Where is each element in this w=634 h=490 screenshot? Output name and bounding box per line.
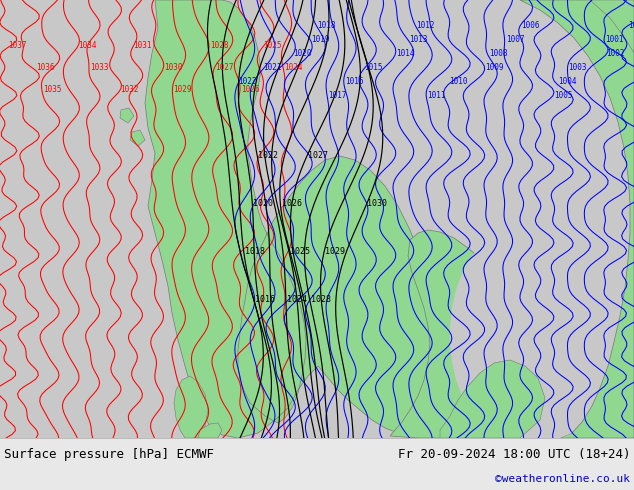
Polygon shape (390, 230, 520, 438)
Polygon shape (250, 233, 572, 438)
Text: 1019: 1019 (311, 34, 330, 44)
Text: 1024: 1024 (287, 294, 307, 303)
Polygon shape (130, 130, 145, 146)
Text: 1027: 1027 (308, 150, 328, 160)
Text: 1030: 1030 (164, 63, 182, 72)
Text: 1029: 1029 (174, 84, 192, 94)
Text: 1012: 1012 (417, 21, 435, 29)
Text: 1000: 1000 (628, 21, 634, 29)
Text: 1015: 1015 (364, 63, 382, 72)
Text: 1033: 1033 (90, 63, 108, 72)
Text: 1020: 1020 (254, 198, 273, 207)
Text: 1032: 1032 (120, 84, 138, 94)
Text: 1036: 1036 (36, 63, 55, 72)
Polygon shape (174, 376, 208, 438)
Text: 1013: 1013 (410, 34, 428, 44)
Text: 1011: 1011 (427, 91, 446, 99)
Text: 1007: 1007 (506, 34, 524, 44)
Text: 1030: 1030 (367, 198, 387, 207)
Text: 1027: 1027 (215, 63, 233, 72)
Text: 1016: 1016 (255, 294, 275, 303)
Text: 1004: 1004 (559, 76, 577, 85)
Text: 1001: 1001 (605, 34, 623, 44)
Text: ©weatheronline.co.uk: ©weatheronline.co.uk (495, 473, 630, 484)
Text: 1022: 1022 (258, 150, 278, 160)
Text: 1037: 1037 (8, 41, 27, 49)
Polygon shape (120, 108, 134, 123)
Text: 1010: 1010 (449, 76, 468, 85)
Polygon shape (198, 423, 222, 438)
Text: 1034: 1034 (78, 41, 96, 49)
Text: 1024: 1024 (285, 63, 303, 72)
Text: 1016: 1016 (345, 76, 363, 85)
Text: 1026: 1026 (281, 198, 302, 207)
Text: 1026: 1026 (241, 84, 259, 94)
Text: 1018: 1018 (245, 246, 265, 255)
Text: Fr 20-09-2024 18:00 UTC (18+24): Fr 20-09-2024 18:00 UTC (18+24) (398, 448, 630, 461)
Text: 1002: 1002 (607, 49, 625, 57)
Text: 1029: 1029 (325, 246, 345, 255)
Text: 1005: 1005 (554, 91, 573, 99)
Text: 1025: 1025 (263, 41, 281, 49)
Text: 1017: 1017 (328, 91, 347, 99)
Text: Surface pressure [hPa] ECMWF: Surface pressure [hPa] ECMWF (4, 448, 214, 461)
Text: 1018: 1018 (318, 21, 336, 29)
Text: 1008: 1008 (489, 49, 507, 57)
Text: 1006: 1006 (521, 21, 540, 29)
Text: 1014: 1014 (396, 49, 415, 57)
Text: 1025: 1025 (290, 246, 310, 255)
Text: 1022: 1022 (238, 76, 257, 85)
Text: 1035: 1035 (43, 84, 61, 94)
Text: 1009: 1009 (486, 63, 504, 72)
Polygon shape (145, 0, 442, 438)
Text: 1028: 1028 (311, 294, 331, 303)
Text: 1031: 1031 (133, 41, 152, 49)
Polygon shape (520, 0, 634, 438)
Text: 1028: 1028 (210, 41, 228, 49)
Text: 1021: 1021 (263, 63, 281, 72)
Polygon shape (440, 360, 545, 438)
Text: 1003: 1003 (569, 63, 587, 72)
Polygon shape (590, 0, 634, 53)
Text: 1020: 1020 (294, 49, 312, 57)
